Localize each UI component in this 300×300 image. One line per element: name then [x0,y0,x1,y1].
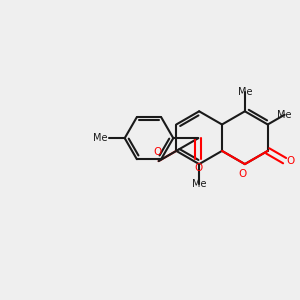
Text: O: O [238,169,247,178]
Text: O: O [194,163,202,173]
Text: O: O [153,147,161,157]
Text: Me: Me [192,178,206,189]
Text: Me: Me [93,133,108,143]
Text: Me: Me [238,87,252,97]
Text: Me: Me [278,110,292,120]
Text: O: O [286,156,294,166]
